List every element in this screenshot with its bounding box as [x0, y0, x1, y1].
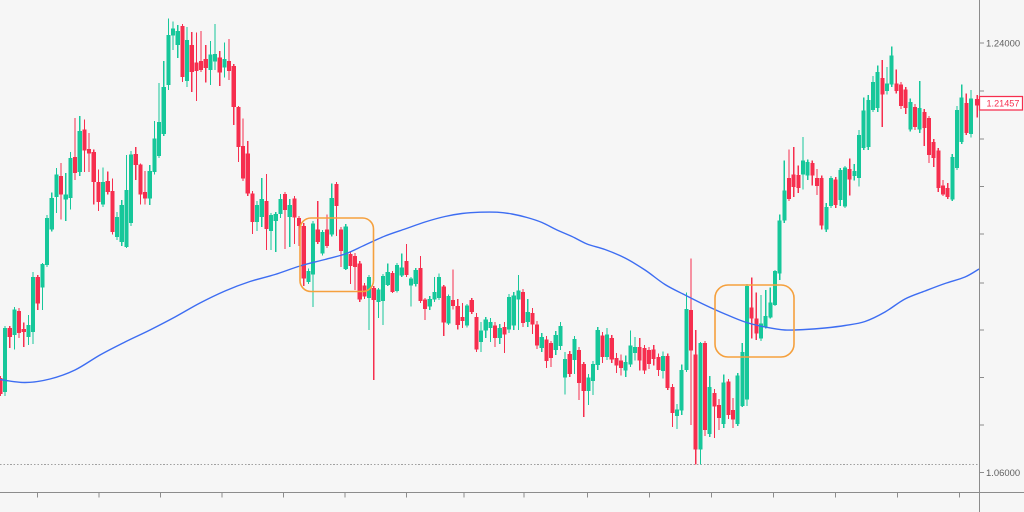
svg-text:1.21457: 1.21457	[987, 99, 1020, 109]
svg-text:1.24000: 1.24000	[986, 38, 1020, 49]
svg-text:1.06000: 1.06000	[986, 468, 1020, 479]
